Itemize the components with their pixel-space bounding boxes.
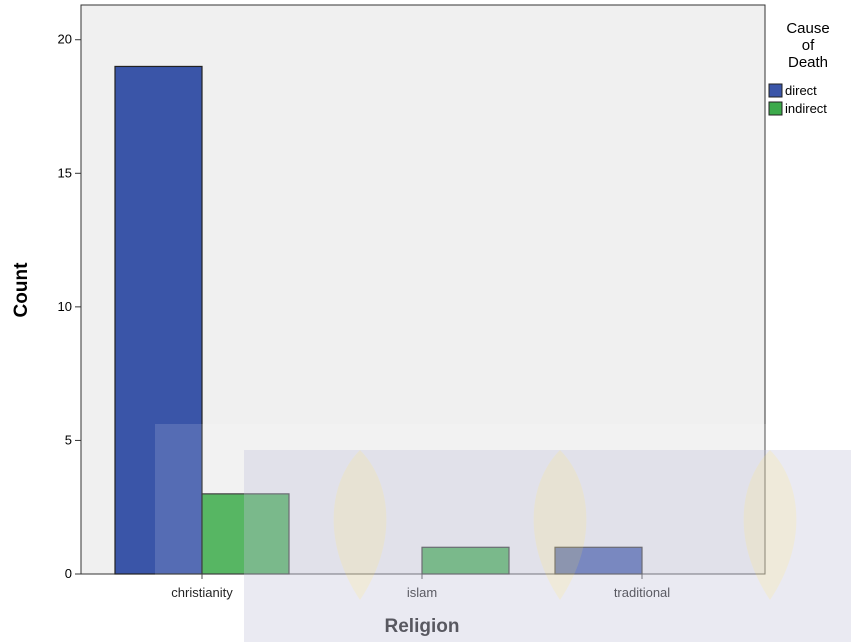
x-tick-label-traditional: traditional [614,585,670,600]
legend-label-indirect: indirect [785,101,827,116]
legend-title-line-1: Cause [786,20,829,37]
bar-christianity-indirect [201,493,290,575]
legend-swatch-direct [768,83,783,98]
x-tick-label-christianity: christianity [171,585,233,600]
legend: Cause of Death direct indirect [768,20,830,116]
y-tick-label: 10 [58,299,72,314]
x-tick-label-islam: islam [407,585,437,600]
bars-group [114,65,643,575]
y-tick-label: 0 [65,566,72,581]
y-tick-label: 15 [58,165,72,180]
x-axis-title: Religion [385,616,460,637]
legend-title-line-2: of [802,37,815,54]
y-tick-label: 20 [58,32,72,47]
y-axis: 0 5 10 15 20 [58,32,81,581]
legend-label-direct: direct [785,83,817,98]
bar-christianity-direct [114,65,203,575]
bar-islam-indirect [421,546,510,575]
y-tick-label: 5 [65,432,72,447]
y-axis-title: Count [11,262,32,318]
x-axis: christianity islam traditional [171,574,670,600]
legend-title-line-3: Death [788,54,828,71]
watermark-seal [155,424,851,642]
legend-swatch-indirect [768,101,783,116]
bar-traditional-direct [554,546,643,575]
